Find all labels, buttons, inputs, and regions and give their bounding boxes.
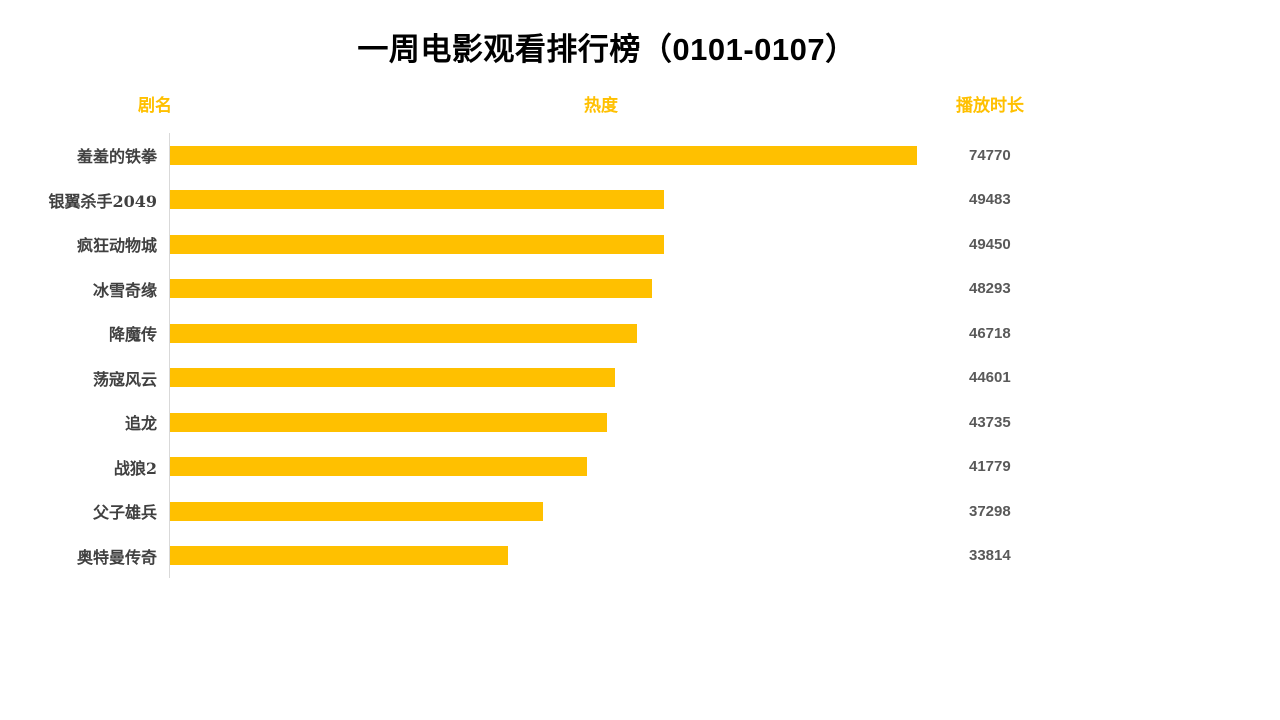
plot-area bbox=[169, 177, 969, 222]
bar bbox=[170, 145, 917, 165]
chart-row: 疯狂动物城 49450 bbox=[0, 222, 1280, 267]
plot-area bbox=[169, 133, 969, 178]
column-header-heat: 热度 bbox=[584, 96, 618, 115]
chart-row: 战狼2 41779 bbox=[0, 444, 1280, 489]
bar bbox=[170, 501, 543, 521]
chart-title: 一周电影观看排行榜（0101-0107） bbox=[357, 32, 857, 67]
bar bbox=[170, 279, 653, 299]
chart-row: 降魔传 46718 bbox=[0, 311, 1280, 356]
category-label: 追龙 bbox=[124, 414, 157, 434]
value-label: 44601 bbox=[969, 369, 1011, 387]
plot-area bbox=[169, 444, 969, 489]
bar bbox=[170, 546, 508, 566]
chart-row: 父子雄兵 37298 bbox=[0, 489, 1280, 534]
plot-area bbox=[169, 533, 969, 578]
value-label: 49450 bbox=[969, 235, 1011, 253]
bar bbox=[170, 412, 607, 432]
chart-row: 冰雪奇缘 48293 bbox=[0, 266, 1280, 311]
value-label: 48293 bbox=[969, 280, 1011, 298]
value-label: 49483 bbox=[969, 191, 1011, 209]
column-header-duration: 播放时长 bbox=[956, 96, 1024, 115]
bar bbox=[170, 368, 616, 388]
chart-row: 荡寇风云 44601 bbox=[0, 355, 1280, 400]
bar-chart: 羞羞的铁拳 74770 银翼杀手2049 49483 疯狂动物城 49450 冰雪奇缘 482… bbox=[0, 133, 1280, 578]
value-label: 41779 bbox=[969, 458, 1011, 476]
value-label: 37298 bbox=[969, 502, 1011, 520]
chart-row: 奥特曼传奇 33814 bbox=[0, 533, 1280, 578]
category-label: 战狼2 bbox=[113, 458, 157, 478]
category-label: 奥特曼传奇 bbox=[76, 547, 157, 567]
plot-area bbox=[169, 489, 969, 534]
value-label: 46718 bbox=[969, 324, 1011, 342]
category-label: 羞羞的铁拳 bbox=[76, 147, 157, 167]
category-label: 冰雪奇缘 bbox=[92, 280, 157, 300]
column-header-name: 剧名 bbox=[138, 96, 172, 115]
bar bbox=[170, 234, 664, 254]
chart-row: 银翼杀手2049 49483 bbox=[0, 177, 1280, 222]
category-label: 疯狂动物城 bbox=[76, 236, 157, 256]
category-label: 银翼杀手2049 bbox=[48, 191, 157, 211]
plot-area bbox=[169, 266, 969, 311]
bar bbox=[170, 457, 588, 477]
bar bbox=[170, 323, 637, 343]
chart-row: 追龙 43735 bbox=[0, 400, 1280, 445]
value-label: 33814 bbox=[969, 547, 1011, 565]
plot-area bbox=[169, 355, 969, 400]
category-label: 荡寇风云 bbox=[92, 369, 157, 389]
plot-area bbox=[169, 222, 969, 267]
plot-area bbox=[169, 400, 969, 445]
value-label: 74770 bbox=[969, 146, 1011, 164]
chart-row: 羞羞的铁拳 74770 bbox=[0, 133, 1280, 178]
category-label: 降魔传 bbox=[108, 325, 157, 345]
category-label: 父子雄兵 bbox=[92, 503, 157, 523]
value-label: 43735 bbox=[969, 413, 1011, 431]
bar bbox=[170, 190, 665, 210]
plot-area bbox=[169, 311, 969, 356]
